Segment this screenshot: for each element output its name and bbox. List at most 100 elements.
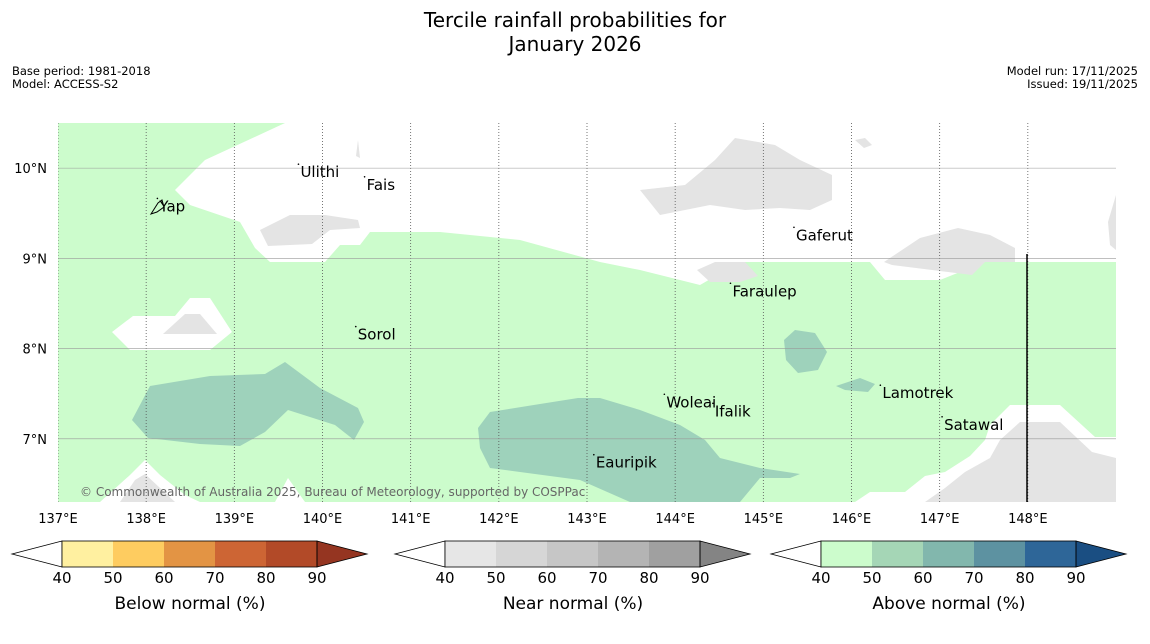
above-normal-colorbar-label: Above normal (%) [872, 594, 1026, 614]
lon-tick-label: 139°E [215, 512, 255, 527]
lon-tick-label: 148°E [1008, 512, 1048, 527]
colorbar-tick-label: 90 [307, 569, 326, 587]
colorbar-tick-label: 50 [486, 569, 505, 587]
place-label-faraulep: Faraulep [732, 282, 796, 300]
lat-tick-label: 8°N [23, 343, 48, 358]
colorbar-segment [266, 541, 317, 567]
colorbar-outline [444, 540, 701, 568]
colorbar-tick-label: 60 [913, 569, 932, 587]
colorbar-tick-label: 50 [103, 569, 122, 587]
colorbar-segment [649, 541, 700, 567]
colorbar-segment [62, 541, 113, 567]
place-label-ifalik: Ifalik [715, 402, 751, 420]
colorbar-outline [61, 540, 318, 568]
island-marker [941, 416, 943, 418]
colorbar-tick-label: 70 [588, 569, 607, 587]
colorbar-segment [1025, 541, 1076, 567]
lon-tick-label: 140°E [303, 512, 343, 527]
colorbar-segment [923, 541, 974, 567]
place-labels: Ulithi Fais Yap Gaferut Faraulep Sorol WoleaiI… [156, 163, 1003, 472]
near-normal-area [163, 314, 217, 334]
colorbar-segment [445, 541, 496, 567]
colorbar-tick-label: 50 [862, 569, 881, 587]
colorbars: 40 50 60 70 80 90 40 50 60 70 80 90 40 50 60 70 80 90 [10, 540, 1128, 587]
model-run: Model run: 17/11/2025 [1006, 64, 1138, 78]
colorbar-outline [820, 540, 1077, 568]
issued-date: Issued: 19/11/2025 [1027, 77, 1138, 91]
near-normal-area [120, 474, 175, 502]
place-label-fais: Fais [367, 176, 396, 194]
colorbar-tick-label: 80 [256, 569, 275, 587]
colorbar-max-extend [316, 540, 369, 568]
island-marker [593, 453, 595, 456]
below-normal-colorbar-label: Below normal (%) [114, 594, 266, 614]
yap-island-outline [149, 199, 165, 215]
title-line-1: Tercile rainfall probabilities for [423, 8, 727, 32]
colorbar-tick-label: 70 [205, 569, 224, 587]
colorbar-min-extend [769, 540, 822, 568]
colorbar-tick-label: 90 [690, 569, 709, 587]
near-normal-area [855, 138, 872, 148]
island-marker [663, 393, 666, 396]
colorbar-1: 40 50 60 70 80 90 [393, 540, 752, 587]
island-marker [297, 163, 300, 165]
near-normal-area [356, 140, 360, 158]
meta-info-left: Base period: 1981-2018 Model: ACCESS-S2 [12, 65, 151, 91]
colorbar-segment [215, 541, 266, 567]
colorbar-tick-label: 90 [1066, 569, 1085, 587]
no-signal-south [275, 478, 305, 502]
place-label-eauripik: Eauripik [596, 454, 657, 472]
colorbar-tick-label: 80 [1015, 569, 1034, 587]
place-label-ulithi: Ulithi [300, 163, 339, 181]
colorbar-min-extend [10, 540, 63, 568]
lat-tick-label: 7°N [23, 433, 48, 448]
lon-tick-label: 137°E [38, 512, 78, 527]
chart-title: Tercile rainfall probabilities for Janua… [0, 8, 1150, 56]
colorbar-segment [821, 541, 872, 567]
island-marker [729, 282, 732, 285]
place-label-woleai: Woleai [666, 393, 716, 411]
colorbar-min-extend [393, 540, 446, 568]
meta-info-right: Model run: 17/11/2025 Issued: 19/11/2025 [1007, 65, 1138, 91]
graticule [58, 123, 1116, 502]
lon-tick-label: 138°E [126, 512, 166, 527]
colorbar-0: 40 50 60 70 80 90 [10, 540, 369, 587]
place-label-sorol: Sorol [358, 326, 396, 344]
near-normal-area [697, 262, 758, 282]
above-normal-60-region [132, 362, 364, 446]
map-area: © Commonwealth of Australia 2025, Bureau… [58, 123, 1116, 502]
colorbar-segment [598, 541, 649, 567]
island-marker [156, 197, 159, 200]
place-label-lamotrek: Lamotrek [882, 384, 953, 402]
colorbar-segment [164, 541, 215, 567]
near-normal-area [640, 138, 832, 215]
title-line-2: January 2026 [508, 32, 642, 56]
lat-tick-label: 10°N [14, 162, 47, 177]
island-marker [793, 226, 795, 229]
no-signal-north [175, 123, 1116, 285]
colorbar-segment [547, 541, 598, 567]
above-normal-60-region [784, 330, 827, 373]
colorbar-tick-label: 40 [435, 569, 454, 587]
island-marker [363, 175, 366, 178]
lon-tick-label: 147°E [920, 512, 960, 527]
lon-tick-label: 142°E [479, 512, 519, 527]
place-label-gaferut: Gaferut [796, 226, 853, 244]
colorbar-tick-label: 70 [964, 569, 983, 587]
place-label-satawal: Satawal [944, 416, 1003, 434]
no-signal-west [112, 298, 232, 350]
lon-tick-label: 143°E [567, 512, 607, 527]
above-normal-60-region [836, 378, 875, 392]
lat-tick-label: 9°N [23, 252, 48, 267]
lon-tick-label: 145°E [744, 512, 784, 527]
copyright-text: © Commonwealth of Australia 2025, Bureau… [80, 485, 585, 499]
colorbar-max-extend [1075, 540, 1128, 568]
colorbar-segment [496, 541, 547, 567]
near-normal-colorbar-label: Near normal (%) [502, 594, 644, 614]
colorbar-tick-label: 80 [639, 569, 658, 587]
lon-tick-label: 141°E [391, 512, 431, 527]
colorbar-segment [974, 541, 1025, 567]
island-marker [354, 325, 357, 328]
near-normal-area [925, 422, 1116, 502]
